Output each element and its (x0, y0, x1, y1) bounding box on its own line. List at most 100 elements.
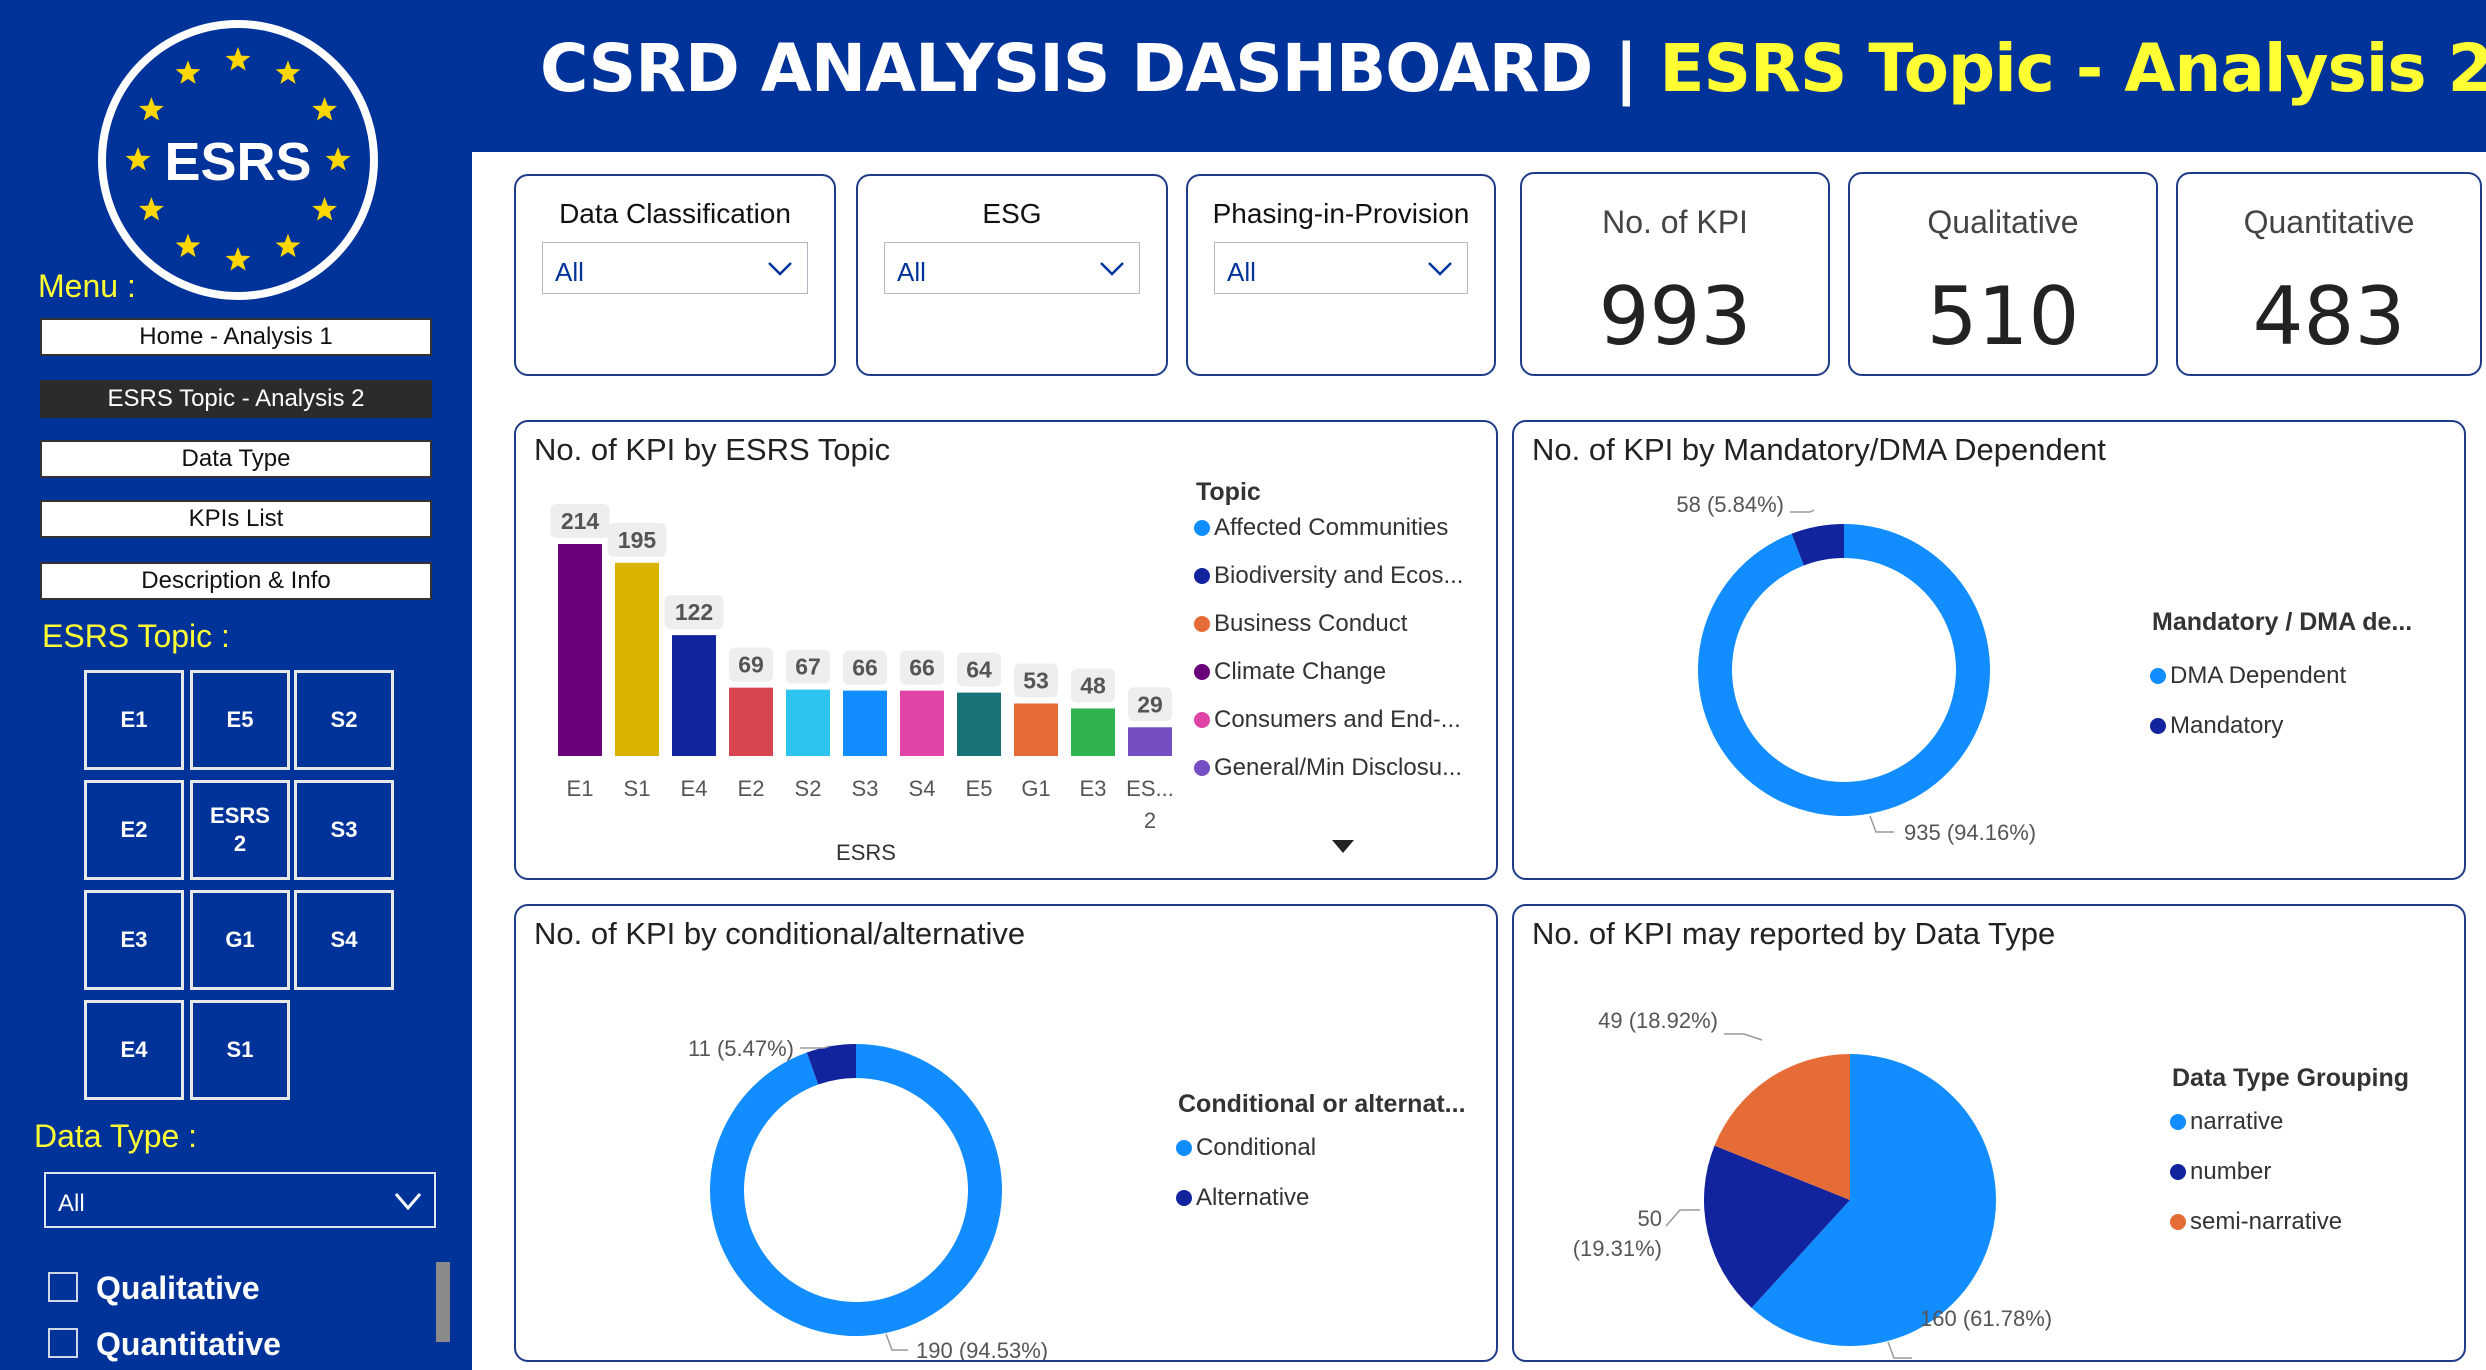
legend-item[interactable]: Biodiversity and Ecos... (1194, 562, 1463, 590)
leader-line (800, 1046, 830, 1048)
data-classification-dropdown[interactable]: All (542, 242, 808, 294)
legend-dot (2170, 1214, 2186, 1230)
quantitative-checkbox-label: Quantitative (96, 1326, 281, 1363)
x-tick-label: G1 (1021, 776, 1050, 801)
legend-dot (1194, 712, 1210, 728)
menu-item-data-type[interactable]: Data Type (40, 440, 432, 478)
legend-item[interactable]: Consumers and End-... (1194, 706, 1461, 734)
x-tick-label: S3 (852, 776, 879, 801)
conditional-donut-card: No. of KPI by conditional/alternative 19… (514, 904, 1498, 1362)
data-label: 214 (561, 508, 600, 534)
logo-text: ESRS (164, 132, 311, 192)
leader-line (886, 1334, 908, 1350)
qualitative-checkbox[interactable] (48, 1272, 78, 1302)
legend-item[interactable]: Mandatory (2150, 712, 2283, 740)
legend-dot (1176, 1140, 1192, 1156)
topic-tile-s3[interactable]: S3 (294, 780, 394, 880)
menu-item-description-info[interactable]: Description & Info (40, 562, 432, 600)
page-title: CSRD ANALYSIS DASHBOARD | ESRS Topic - A… (540, 30, 2486, 107)
esrs-logo: ESRS (96, 18, 380, 302)
topic-tile-s4[interactable]: S4 (294, 890, 394, 990)
kpi-value: 993 (1522, 270, 1828, 363)
title-separator: | (1592, 30, 1659, 107)
dropdown-value: All (555, 257, 584, 288)
leader-line (1724, 1034, 1762, 1040)
legend-item[interactable]: Conditional (1176, 1134, 1316, 1162)
slice-data-label: 160 (61.78%) (1920, 1306, 2052, 1331)
pie-slice[interactable] (710, 1044, 1002, 1336)
slice-data-label: 58 (5.84%) (1676, 492, 1784, 517)
topic-tile-e2[interactable]: E2 (84, 780, 184, 880)
data-label: 53 (1023, 667, 1049, 693)
topic-tile-e3[interactable]: E3 (84, 890, 184, 990)
legend-item[interactable]: General/Min Disclosu... (1194, 754, 1462, 782)
quantitative-checkbox[interactable] (48, 1328, 78, 1358)
bar[interactable] (729, 688, 773, 756)
bar[interactable] (900, 691, 944, 756)
legend-item[interactable]: Alternative (1176, 1184, 1309, 1212)
slicer-phasing-in-provision: Phasing-in-Provision All (1186, 174, 1496, 376)
legend-label: General/Min Disclosu... (1214, 754, 1462, 781)
legend-dot (2170, 1114, 2186, 1130)
topic-tile-e4[interactable]: E4 (84, 1000, 184, 1100)
topic-tile-g1[interactable]: G1 (190, 890, 290, 990)
slicer-esg: ESG All (856, 174, 1168, 376)
x-axis-label: ESRS (836, 840, 896, 865)
menu-item-esrs-topic-analysis-2[interactable]: ESRS Topic - Analysis 2 (40, 380, 432, 418)
legend-dot (1194, 520, 1210, 536)
data-label: 69 (738, 652, 764, 678)
menu-item-home-analysis-1[interactable]: Home - Analysis 1 (40, 318, 432, 356)
legend-title: Conditional or alternat... (1178, 1090, 1466, 1119)
bar[interactable] (672, 635, 716, 756)
bar[interactable] (786, 690, 830, 756)
legend-item[interactable]: number (2170, 1158, 2271, 1186)
data-label: 66 (852, 655, 878, 681)
legend-scroll-down-icon[interactable] (1332, 840, 1354, 854)
data-label: 122 (675, 599, 713, 625)
legend-label: Consumers and End-... (1214, 706, 1461, 733)
legend-item[interactable]: Business Conduct (1194, 610, 1407, 638)
kpi-value: 483 (2178, 270, 2480, 363)
data-type-dropdown[interactable]: All (44, 1172, 436, 1228)
x-tick-label: S4 (909, 776, 936, 801)
leader-line (1790, 510, 1814, 512)
slice-data-label: 50 (1638, 1206, 1662, 1231)
esg-dropdown[interactable]: All (884, 242, 1140, 294)
data-label: 29 (1137, 691, 1163, 717)
phasing-dropdown[interactable]: All (1214, 242, 1468, 294)
bar[interactable] (843, 691, 887, 756)
slice-data-label: 190 (94.53%) (916, 1338, 1048, 1360)
sidebar-scrollbar[interactable] (436, 1262, 450, 1342)
kpi-value: 510 (1850, 270, 2156, 363)
topic-tile-e1[interactable]: E1 (84, 670, 184, 770)
topic-tile-s1[interactable]: S1 (190, 1000, 290, 1100)
bar[interactable] (1071, 708, 1115, 756)
legend-label: DMA Dependent (2170, 662, 2346, 689)
bar-chart: 214 E1 195 S1 122 E4 69 E2 67 S2 66 S3 66 S4 64 E5 53 G1 4… (516, 422, 1496, 878)
bar[interactable] (558, 544, 602, 756)
legend-item[interactable]: Climate Change (1194, 658, 1386, 686)
bar[interactable] (957, 693, 1001, 756)
dma-donut-card: No. of KPI by Mandatory/DMA Dependent 93… (1512, 420, 2466, 880)
bar[interactable] (1014, 703, 1058, 756)
topic-tile-s2[interactable]: S2 (294, 670, 394, 770)
legend-item[interactable]: DMA Dependent (2150, 662, 2346, 690)
legend-dot (1194, 616, 1210, 632)
bar[interactable] (615, 563, 659, 756)
topic-tile-esrs-2[interactable]: ESRS 2 (190, 780, 290, 880)
menu-item-kpis-list[interactable]: KPIs List (40, 500, 432, 538)
slicer-title: Phasing-in-Provision (1188, 198, 1494, 230)
legend-item[interactable]: semi-narrative (2170, 1208, 2342, 1236)
legend-item[interactable]: Affected Communities (1194, 514, 1448, 542)
bar[interactable] (1128, 727, 1172, 756)
legend-dot (1176, 1190, 1192, 1206)
data-label: 66 (909, 655, 935, 681)
legend-dot (2170, 1164, 2186, 1180)
legend-item[interactable]: narrative (2170, 1108, 2283, 1136)
topic-tile-e5[interactable]: E5 (190, 670, 290, 770)
conditional-donut-chart: 190 (94.53%) 11 (5.47%) (516, 906, 1496, 1360)
chevron-down-icon (394, 1188, 422, 1214)
pie-slice[interactable] (1698, 524, 1990, 816)
slicer-data-classification: Data Classification All (514, 174, 836, 376)
esrs-topic-label: ESRS Topic : (42, 618, 230, 655)
